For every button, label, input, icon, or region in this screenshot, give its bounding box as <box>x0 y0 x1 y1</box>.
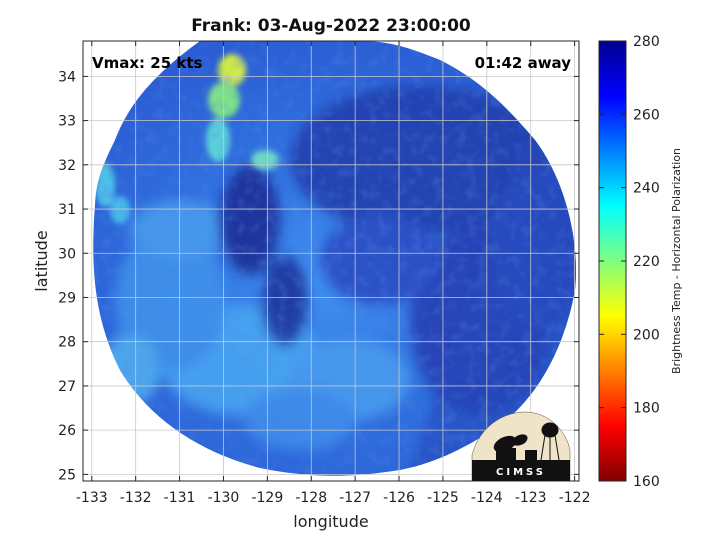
colorbar-tick-label: 200 <box>633 327 660 343</box>
x-tick-label: -125 <box>427 490 459 506</box>
colorbar: 280 260 240 220 200 180 160 Brightness Temp - … <box>598 34 683 490</box>
y-axis-label: latitude <box>32 230 51 291</box>
y-axis-ticks: 34 33 32 31 30 29 28 27 26 25 <box>58 69 579 483</box>
y-tick-label: 27 <box>58 379 76 395</box>
x-tick-label: -132 <box>120 490 152 506</box>
cimss-logo-text: CIMSS <box>496 467 546 478</box>
y-tick-label: 31 <box>58 202 76 218</box>
x-tick-label: -130 <box>208 490 240 506</box>
colorbar-tick-label: 180 <box>633 401 660 417</box>
x-tick-label: -124 <box>471 490 503 506</box>
colorbar-tick-label: 160 <box>633 474 660 490</box>
plot-frame <box>82 40 580 482</box>
colorbar-tick-label: 260 <box>633 107 660 123</box>
colorbar-tick-label: 240 <box>633 181 660 197</box>
time-away-label: 01:42 away <box>475 54 572 72</box>
colorbar-ticks: 280 260 240 220 200 180 160 <box>599 34 660 490</box>
y-tick-label: 34 <box>58 69 76 85</box>
y-tick-label: 29 <box>58 290 76 306</box>
y-tick-label: 28 <box>58 335 76 351</box>
cimss-logo: CIMSS <box>471 411 571 482</box>
x-tick-label: -133 <box>76 490 108 506</box>
x-tick-label: -129 <box>251 490 283 506</box>
colorbar-label: Brightness Temp - Horizontal Polarizatio… <box>670 148 683 374</box>
water-tower-icon <box>540 422 560 461</box>
y-tick-label: 25 <box>58 467 76 483</box>
microwave-swath <box>93 41 576 476</box>
satellite-dish-icon <box>493 434 537 460</box>
colorbar-tick-label: 220 <box>633 254 660 270</box>
figure-title: Frank: 03-Aug-2022 23:00:00 <box>191 16 471 36</box>
y-tick-label: 32 <box>58 158 76 174</box>
x-axis-label: longitude <box>293 512 368 531</box>
map-plot: -133 -132 -131 -130 -129 -128 -127 -126 -125 -124… <box>58 40 591 506</box>
x-tick-label: -126 <box>383 490 415 506</box>
x-tick-label: -123 <box>515 490 547 506</box>
vmax-label: Vmax: 25 kts <box>92 54 202 72</box>
y-tick-label: 33 <box>58 114 76 130</box>
colorbar-tick-label: 280 <box>633 34 660 50</box>
x-tick-label: -127 <box>339 490 371 506</box>
y-tick-label: 26 <box>58 423 76 439</box>
y-tick-label: 30 <box>58 246 76 262</box>
x-axis-ticks: -133 -132 -131 -130 -129 -128 -127 -126 -125 -124… <box>76 41 591 506</box>
x-tick-label: -128 <box>295 490 327 506</box>
x-tick-label: -131 <box>164 490 196 506</box>
x-tick-label: -122 <box>559 490 591 506</box>
